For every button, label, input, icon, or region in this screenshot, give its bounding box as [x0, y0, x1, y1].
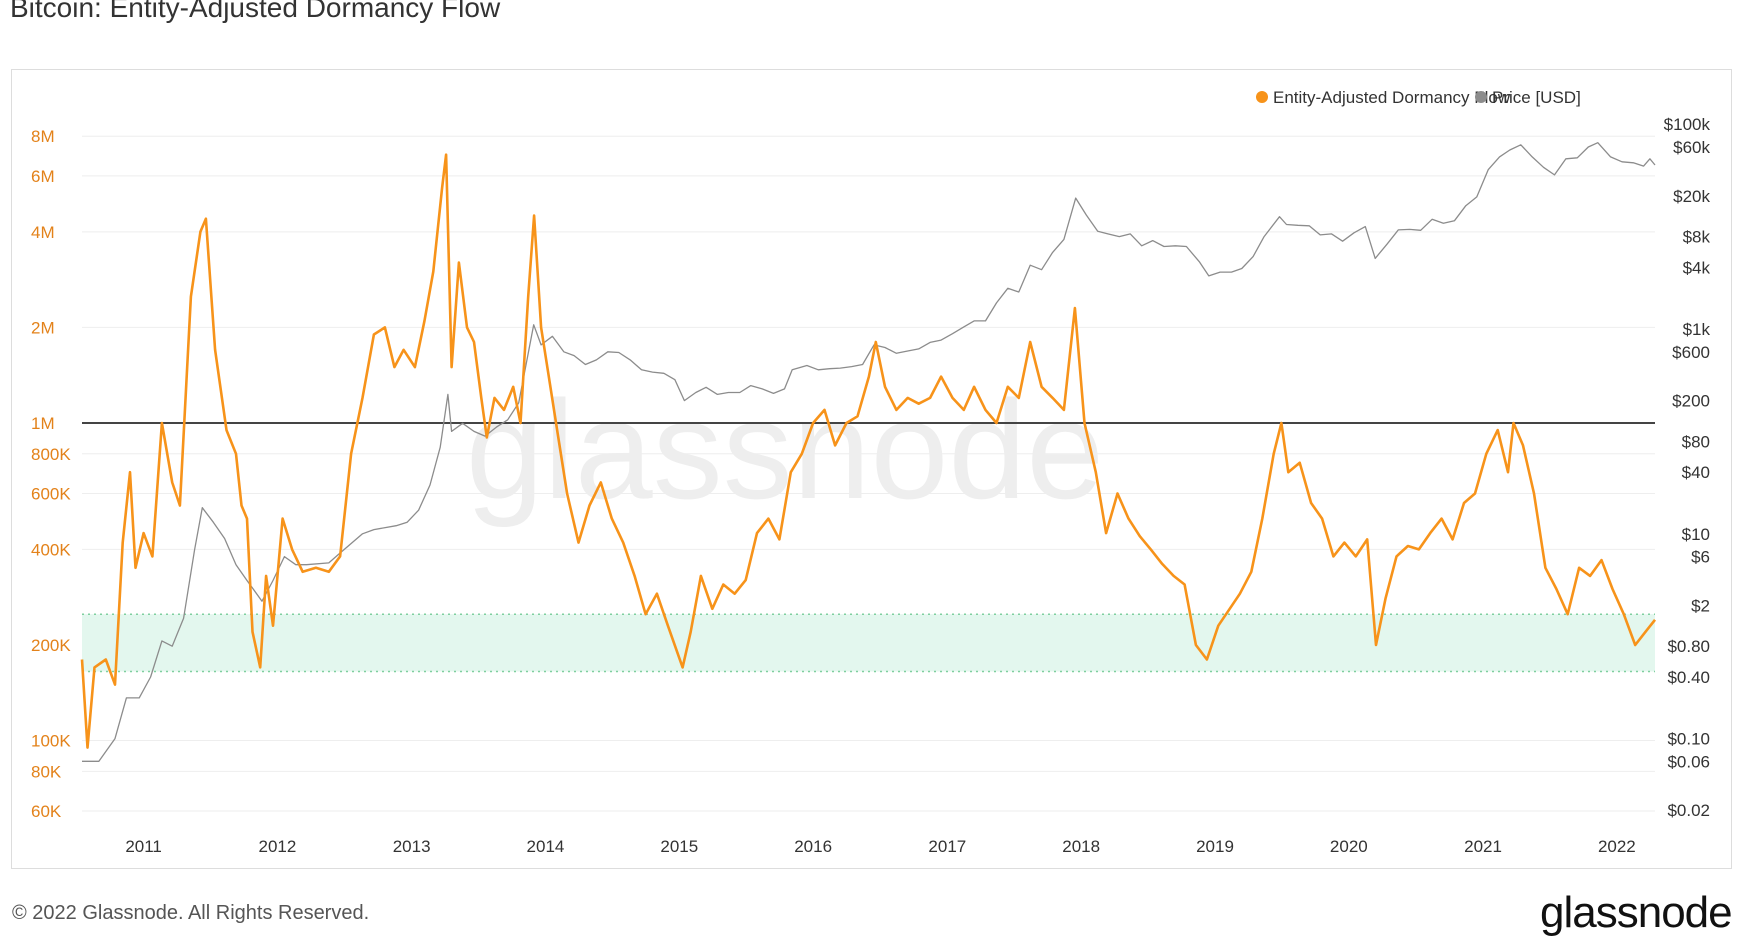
y-right-tick-label: $2: [1691, 596, 1710, 615]
y-left-tick-label: 1M: [31, 414, 55, 433]
y-right-tick-label: $0.40: [1667, 668, 1710, 687]
y-left-tick-label: 100K: [31, 732, 71, 751]
x-tick-label: 2017: [928, 837, 966, 856]
y-left-tick-label: 6M: [31, 167, 55, 186]
y-left-tick-label: 60K: [31, 802, 62, 821]
x-tick-label: 2022: [1598, 837, 1636, 856]
x-tick-label: 2021: [1464, 837, 1502, 856]
y-right-tick-label: $8k: [1683, 228, 1711, 247]
x-tick-label: 2014: [527, 837, 565, 856]
dormancy-line: [80, 153, 1657, 749]
y-axis-right: $0.02 $0.06 $0.10 $0.40 $0.80 $2 $6 $10 $40 $80 $2…: [1664, 115, 1711, 820]
y-left-tick-label: 4M: [31, 223, 55, 242]
y-right-tick-label: $0.10: [1667, 730, 1710, 749]
dormancy-series: [80, 153, 1657, 749]
y-right-tick-label: $10: [1682, 525, 1710, 544]
chart-frame: [11, 69, 1732, 869]
y-left-tick-label: 2M: [31, 318, 55, 337]
x-tick-label: 2016: [794, 837, 832, 856]
x-tick-label: 2019: [1196, 837, 1234, 856]
y-left-tick-label: 800K: [31, 445, 71, 464]
y-left-tick-label: 200K: [31, 636, 71, 655]
glassnode-logo[interactable]: glassnode: [1540, 888, 1733, 937]
x-tick-label: 2012: [259, 837, 297, 856]
y-left-tick-label: 80K: [31, 762, 62, 781]
copyright-text: © 2022 Glassnode. All Rights Reserved.: [12, 902, 370, 924]
x-tick-label: 2013: [393, 837, 431, 856]
reference-band: [82, 613, 1655, 673]
y-right-tick-label: $200: [1672, 392, 1710, 411]
y-axis-left: 60K 80K 100K 200K 400K 600K 800K 1M 2M 4M 6M 8M: [31, 127, 71, 821]
chart-title: Bitcoin: Entity-Adjusted Dormancy Flow: [10, 0, 501, 23]
y-right-tick-label: $100k: [1664, 115, 1711, 134]
legend-label: Price [USD]: [1492, 88, 1581, 107]
legend-marker: [1256, 91, 1268, 103]
x-tick-label: 2020: [1330, 837, 1368, 856]
legend-label: Entity-Adjusted Dormancy Flow: [1273, 88, 1511, 107]
price-series: [82, 142, 1656, 762]
y-left-tick-label: 400K: [31, 540, 71, 559]
x-tick-label: 2015: [660, 837, 698, 856]
y-left-tick-label: 8M: [31, 127, 55, 146]
y-right-tick-label: $1k: [1683, 320, 1711, 339]
y-right-tick-label: $0.06: [1667, 752, 1710, 771]
y-right-tick-label: $0.02: [1667, 801, 1710, 820]
y-right-tick-label: $6: [1691, 548, 1710, 567]
x-tick-label: 2011: [125, 837, 162, 856]
y-left-tick-label: 600K: [31, 484, 71, 503]
y-right-tick-label: $600: [1672, 343, 1710, 362]
price-line: [82, 142, 1656, 762]
x-tick-label: 2018: [1062, 837, 1100, 856]
y-right-tick-label: $20k: [1673, 187, 1710, 206]
y-right-tick-label: $80: [1682, 432, 1710, 451]
x-axis: 2011 2012 2013 2014 2015 2016 2017 2018 2019 2020…: [125, 837, 1635, 856]
y-right-tick-label: $40: [1682, 463, 1710, 482]
y-right-tick-label: $4k: [1683, 258, 1711, 277]
y-right-tick-label: $60k: [1673, 138, 1710, 157]
legend-marker: [1475, 91, 1487, 103]
y-right-tick-label: $0.80: [1667, 637, 1710, 656]
reference-band-fill: [82, 614, 1655, 672]
